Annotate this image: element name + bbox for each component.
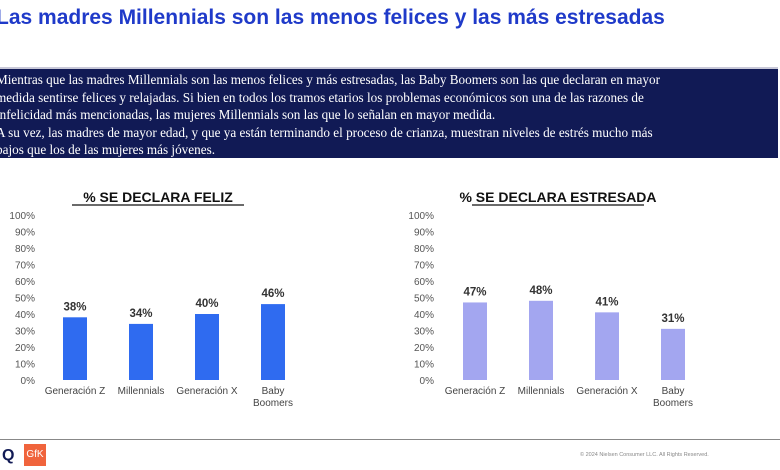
chart-title: % SE DECLARA FELIZ — [83, 189, 233, 205]
bar — [661, 328, 685, 380]
x-tick-label: Generación Z — [45, 386, 106, 397]
y-tick-label: 70% — [414, 261, 434, 272]
y-tick-label: 100% — [408, 211, 434, 222]
y-tick-label: 40% — [414, 310, 434, 321]
data-label: 47% — [463, 286, 486, 298]
y-tick-label: 90% — [414, 228, 434, 239]
summary-line: bajos que los de las mujeres más jóvenes… — [0, 142, 216, 157]
summary-line: Mientras que las madres Millennials son … — [0, 72, 660, 87]
y-tick-label: 0% — [21, 376, 36, 387]
bar — [129, 323, 153, 380]
x-tick-label: Millennials — [518, 386, 565, 397]
bar — [63, 317, 87, 380]
summary-line: infelicidad más mencionadas, las mujeres… — [0, 107, 496, 122]
x-tick-label: Generación Z — [445, 386, 506, 397]
data-label: 48% — [529, 285, 552, 297]
y-tick-label: 100% — [9, 211, 35, 222]
y-tick-label: 20% — [15, 343, 35, 354]
y-tick-label: 90% — [15, 228, 35, 239]
data-label: 46% — [261, 288, 284, 300]
bar — [463, 302, 487, 380]
x-tick-label: Millennials — [118, 386, 165, 397]
y-tick-label: 20% — [414, 343, 434, 354]
y-tick-label: 60% — [15, 277, 35, 288]
data-label: 31% — [661, 313, 684, 325]
copyright: © 2024 Nielsen Consumer LLC. All Rights … — [580, 452, 709, 458]
y-tick-label: 70% — [15, 261, 35, 272]
y-tick-label: 80% — [414, 244, 434, 255]
x-tick-label: Baby — [262, 386, 285, 397]
charts: % SE DECLARA FELIZ 0% 10% 20% 30% 40% 50% 60% 70… — [9, 189, 693, 409]
bar — [595, 312, 619, 380]
y-tick-label: 10% — [15, 360, 35, 371]
y-tick-label: 10% — [414, 360, 434, 371]
x-tick-label: Generación X — [176, 386, 237, 397]
bar — [261, 304, 285, 380]
summary-line: medida sentirse felices y relajadas. Si … — [0, 89, 644, 105]
bar — [195, 314, 219, 380]
x-tick-label: Boomers — [653, 398, 693, 409]
y-tick-label: 80% — [15, 244, 35, 255]
chart-title: % SE DECLARA ESTRESADA — [459, 189, 656, 205]
data-label: 34% — [129, 308, 152, 320]
x-tick-label: Boomers — [253, 398, 293, 409]
y-tick-label: 50% — [414, 294, 434, 305]
x-tick-label: Generación X — [576, 386, 637, 397]
y-tick-label: 50% — [15, 294, 35, 305]
summary-box: Mientras que las madres Millennials son … — [0, 67, 778, 158]
data-label: 41% — [595, 296, 618, 308]
bar — [529, 300, 553, 380]
nielsen-logo: Q — [2, 447, 15, 464]
data-label: 38% — [63, 301, 86, 313]
y-tick-label: 60% — [414, 277, 434, 288]
gfk-logo: GfK — [24, 444, 46, 466]
x-tick-label: Baby — [662, 386, 685, 397]
page-title: Las madres Millennials son las menos fel… — [0, 6, 665, 29]
y-tick-label: 40% — [15, 310, 35, 321]
y-tick-label: 30% — [15, 327, 35, 338]
data-label: 40% — [195, 298, 218, 310]
y-tick-label: 30% — [414, 327, 434, 338]
summary-line: A su vez, las madres de mayor edad, y qu… — [0, 124, 653, 140]
footer-divider — [0, 439, 780, 440]
y-tick-label: 0% — [420, 376, 435, 387]
